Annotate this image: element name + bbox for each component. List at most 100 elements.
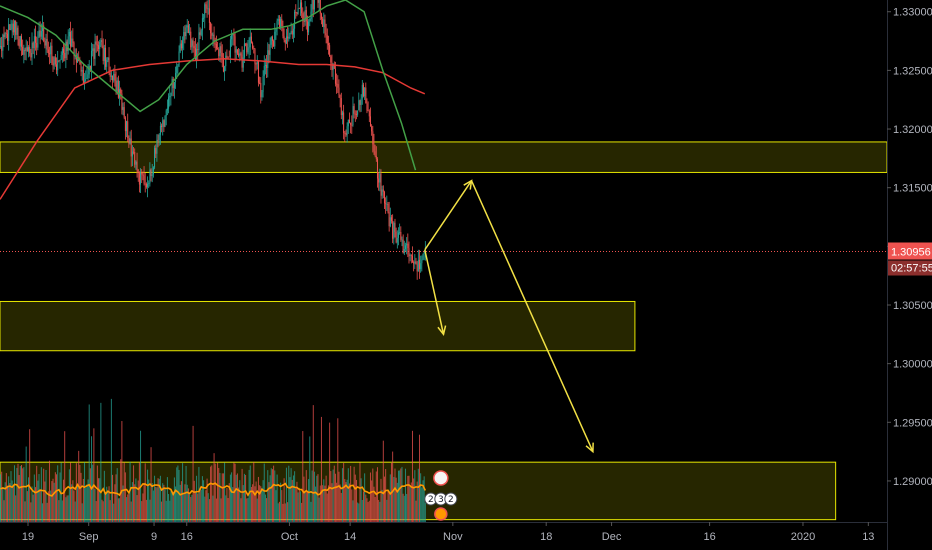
- candle-body: [253, 48, 255, 49]
- candle-body: [339, 94, 341, 99]
- candle-body: [222, 57, 224, 72]
- candle-body: [196, 49, 198, 61]
- volume-bar: [57, 465, 59, 522]
- volume-bar: [73, 490, 75, 522]
- candle-body: [144, 183, 146, 185]
- volume-bar: [332, 469, 334, 522]
- candle-body: [233, 34, 235, 37]
- projection-arrow-1[interactable]: [424, 180, 473, 251]
- volume-bar: [18, 475, 20, 522]
- candle-body: [135, 161, 137, 165]
- candle-body: [215, 43, 217, 49]
- candle-body: [205, 4, 207, 6]
- volume-bar: [226, 487, 228, 522]
- volume-bar: [422, 480, 424, 522]
- candle-body: [168, 97, 170, 109]
- candle-body: [303, 20, 305, 22]
- candle-body: [191, 40, 193, 48]
- candle-body: [52, 63, 54, 66]
- time-tick-label: Dec: [602, 531, 622, 543]
- event-badge[interactable]: [444, 492, 458, 506]
- volume-bar: [224, 462, 226, 522]
- volume-bar: [392, 451, 394, 522]
- candle-body: [10, 29, 12, 31]
- candle-body: [364, 87, 366, 97]
- volume-bar: [331, 483, 333, 522]
- volume-bar: [228, 483, 230, 522]
- candle-body: [423, 251, 425, 254]
- candle-body: [151, 174, 153, 177]
- volume-bar: [400, 468, 402, 522]
- volume-bar: [141, 501, 143, 522]
- event-flag-icon[interactable]: [434, 507, 448, 521]
- time-tick-label: 13: [862, 531, 874, 543]
- candle-body: [336, 83, 338, 85]
- volume-bar: [99, 478, 101, 522]
- volume-bar: [103, 470, 105, 522]
- volume-bar: [374, 496, 376, 522]
- volume-bar: [234, 463, 236, 522]
- candle-body: [319, 0, 321, 14]
- volume-bar: [383, 476, 385, 522]
- volume-bar: [214, 463, 216, 522]
- volume-bar: [4, 482, 6, 522]
- candle-body: [397, 232, 399, 238]
- volume-bar: [295, 486, 297, 522]
- volume-bar: [126, 497, 128, 522]
- volume-bar: [98, 478, 100, 522]
- volume-bar: [285, 467, 287, 522]
- volume-bar: [119, 498, 121, 522]
- volume-bar: [178, 469, 180, 522]
- candle-body: [235, 49, 237, 53]
- volume-bar: [131, 482, 133, 522]
- candle-body: [9, 24, 11, 30]
- volume-bar: [51, 481, 53, 522]
- candle-body: [87, 74, 89, 79]
- candle-body: [212, 34, 214, 36]
- candle-body: [18, 39, 20, 47]
- candle-body: [23, 49, 25, 55]
- candle-body: [302, 13, 304, 21]
- time-axis[interactable]: 19 Sep 9 16 Oct 14 Nov 18 Dec 16 2020 13: [22, 522, 875, 543]
- candle-body: [373, 144, 375, 152]
- volume-bar: [42, 503, 44, 522]
- volume-bar: [259, 485, 261, 522]
- candle-body: [105, 47, 107, 67]
- zone-2[interactable]: [0, 300, 636, 352]
- volume-bar: [254, 486, 256, 522]
- volume-bar: [276, 474, 278, 522]
- volume-bar: [323, 479, 325, 522]
- candle-body: [186, 25, 188, 28]
- candle-body: [102, 45, 104, 61]
- event-flag-icon[interactable]: [433, 470, 449, 486]
- candle-body: [117, 80, 119, 98]
- volume-bar: [275, 490, 277, 522]
- projection-arrow-2[interactable]: [470, 180, 594, 452]
- candle-body: [213, 34, 215, 44]
- volume-bar: [336, 482, 338, 522]
- candle-body: [190, 31, 192, 48]
- volume-bar: [180, 481, 182, 522]
- candle-body: [288, 36, 290, 39]
- volume-bar: [128, 491, 130, 522]
- volume-bar: [101, 499, 103, 522]
- candle-body: [299, 2, 301, 9]
- volume-bar: [241, 468, 243, 522]
- candle-body: [239, 53, 241, 56]
- volume-bar: [207, 493, 209, 522]
- projection-arrow-3[interactable]: [424, 249, 445, 335]
- candle-body: [47, 49, 49, 54]
- candle-body: [273, 40, 275, 47]
- candle-body: [106, 60, 108, 67]
- candle-body: [352, 106, 354, 126]
- candle-body: [173, 81, 175, 89]
- candle-body: [81, 69, 83, 72]
- candle-body: [407, 243, 409, 249]
- volume-bar: [366, 498, 368, 522]
- zone-1[interactable]: [0, 141, 888, 173]
- candle-body: [241, 54, 243, 68]
- volume-bar: [205, 490, 207, 522]
